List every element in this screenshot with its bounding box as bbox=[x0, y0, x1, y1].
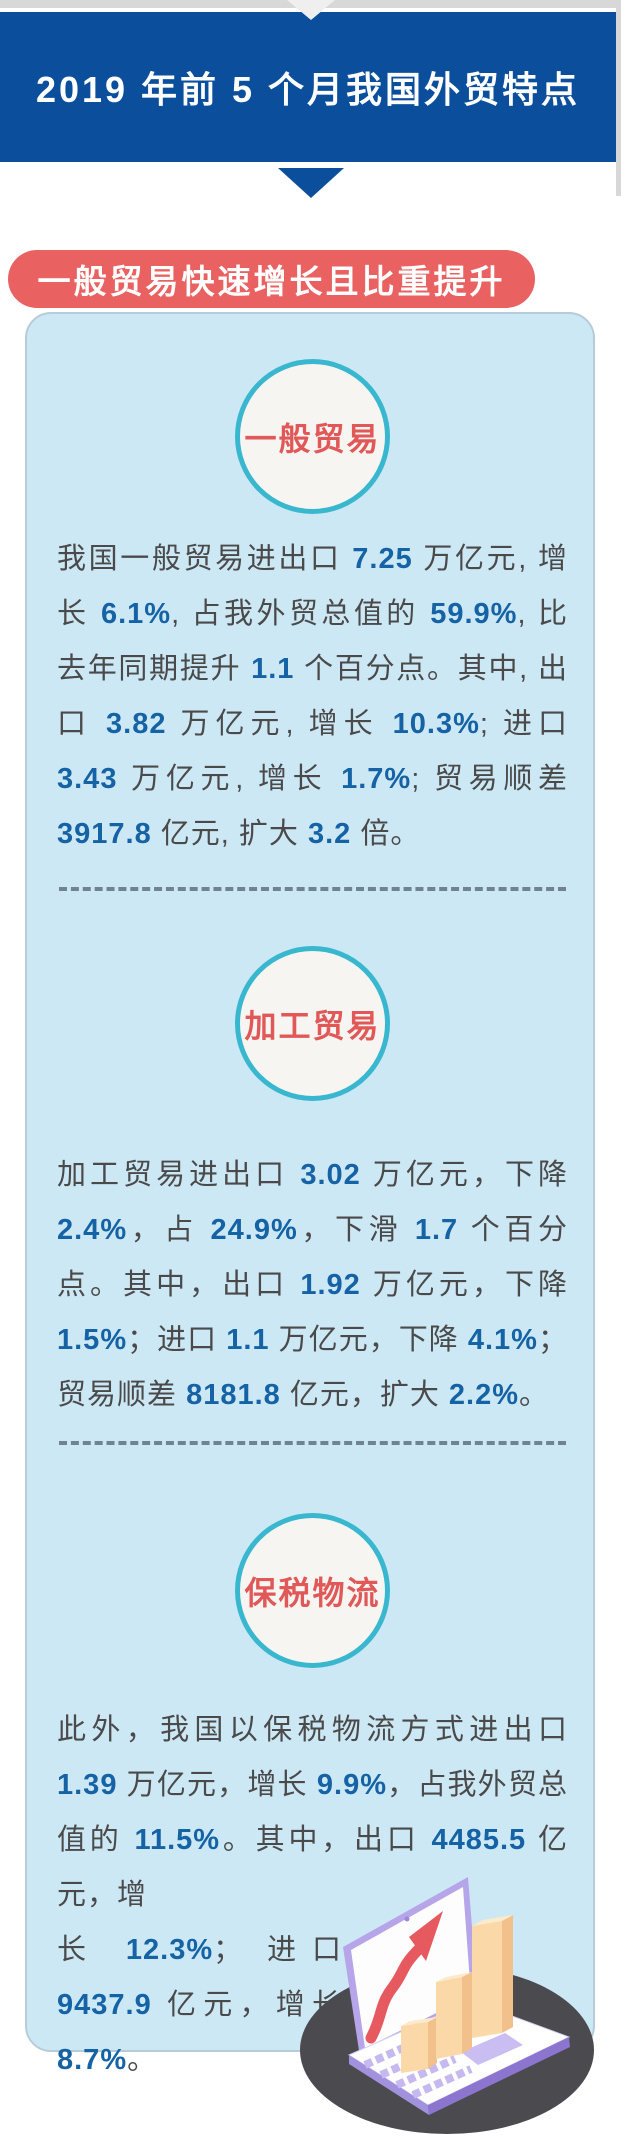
paragraph-processing-trade: 加工贸易进出口 3.02 万亿元，下降 2.4%，占 24.9%，下滑 1.7 … bbox=[57, 1159, 569, 1411]
top-notch-triangle-icon bbox=[286, 0, 335, 20]
paragraph-bonded-logistics: 此外，我国以保税物流方式进出口 1.39 万亿元，增长 9.9%，占我外贸总值的… bbox=[57, 1714, 569, 1911]
topic-circle-processing-trade: 加工贸易 bbox=[235, 946, 390, 1101]
right-strip bbox=[616, 0, 621, 196]
section-badge: 一般贸易快速增长且比重提升 bbox=[8, 250, 535, 308]
growth-arrow-icon bbox=[365, 1911, 443, 2044]
page-title: 2019 年前 5 个月我国外贸特点 bbox=[35, 69, 581, 110]
bar-chart-bars bbox=[401, 1915, 513, 2073]
header-banner: 2019 年前 5 个月我国外贸特点 bbox=[0, 12, 616, 162]
dashed-divider bbox=[59, 1441, 566, 1445]
laptop-growth-illustration bbox=[300, 1877, 594, 2134]
bar-small bbox=[401, 2017, 437, 2073]
topic-circle-label: 加工贸易 bbox=[244, 1007, 381, 1044]
topic-circle-general-trade: 一般贸易 bbox=[235, 359, 390, 514]
bar-medium bbox=[436, 1972, 472, 2059]
paragraph-bonded-logistics-wrap: 长 12.3%； 进口 9437.9 亿元，增长 8.7%。 bbox=[57, 1934, 343, 2076]
topic-circle-label: 保税物流 bbox=[244, 1574, 381, 1611]
topic-circle-label: 一般贸易 bbox=[244, 420, 381, 457]
down-arrow-icon bbox=[277, 168, 344, 198]
dashed-divider bbox=[59, 887, 566, 891]
topic-circle-bonded-logistics: 保税物流 bbox=[235, 1513, 390, 1668]
bar-tall bbox=[472, 1915, 513, 2038]
info-card: 一般贸易 我国一般贸易进出口 7.25 万亿元, 增长 6.1%, 占我外贸总值… bbox=[25, 312, 595, 2076]
section-badge-label: 一般贸易快速增长且比重提升 bbox=[37, 263, 506, 300]
trackpad bbox=[461, 2033, 523, 2065]
paragraph-general-trade: 我国一般贸易进出口 7.25 万亿元, 增长 6.1%, 占我外贸总值的 59.… bbox=[57, 543, 569, 850]
